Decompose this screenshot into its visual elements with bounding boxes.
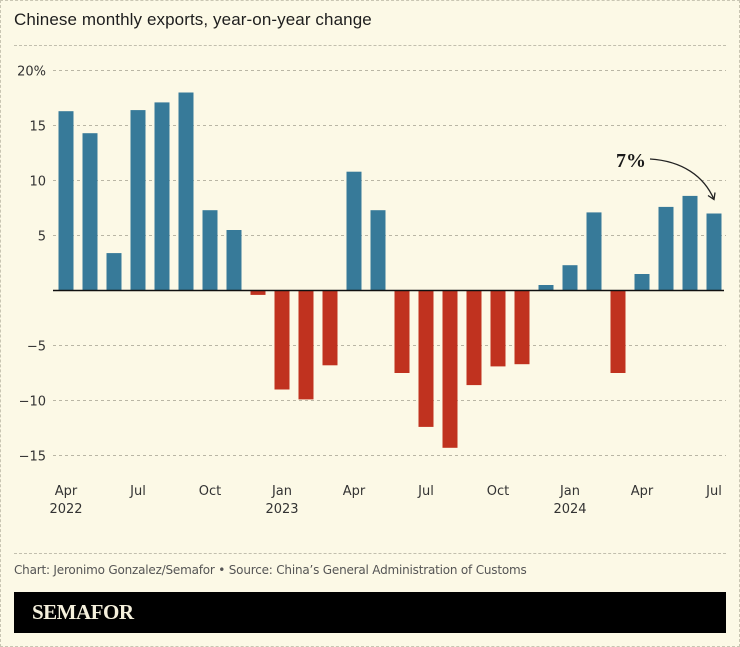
bar-mar-2023 xyxy=(322,290,338,366)
bars xyxy=(58,92,722,448)
x-tick-year: 2024 xyxy=(553,502,586,517)
arrowhead-icon xyxy=(707,192,716,201)
x-tick-label: Jul xyxy=(129,484,146,499)
footer-divider xyxy=(14,553,726,554)
bar-mar-2024 xyxy=(610,290,626,373)
bar-feb-2024 xyxy=(586,212,602,291)
bar-oct-2023 xyxy=(490,290,506,367)
x-tick-label: Apr xyxy=(631,484,654,499)
x-axis-ticks: Apr 2022 Jul Oct Jan 2023 Apr Jul Oct Jan 2024 Apr J… xyxy=(49,484,721,517)
x-tick-year: 2022 xyxy=(49,502,82,517)
bar-jan-2023 xyxy=(274,290,290,390)
y-tick-label: −5 xyxy=(27,340,46,355)
bar-nov-2022 xyxy=(226,230,242,291)
x-tick-label: Oct xyxy=(487,484,509,499)
bar-jun-2024 xyxy=(682,195,698,291)
brand-bar: SEMAFOR xyxy=(14,592,726,633)
y-tick-label: 10 xyxy=(29,175,46,190)
annotation-arrow xyxy=(649,158,715,200)
bar-jul-2022 xyxy=(130,110,146,291)
semafor-logo: SEMAFOR xyxy=(32,600,134,624)
bar-apr-2023 xyxy=(346,171,362,291)
bar-feb-2023 xyxy=(298,290,314,400)
gridlines xyxy=(53,70,726,456)
bar-sep-2022 xyxy=(178,92,194,291)
bar-apr-2022 xyxy=(58,111,74,291)
annotations: 7% xyxy=(616,150,716,201)
x-tick-label: Jan xyxy=(559,484,580,499)
bar-jul-2024 xyxy=(706,213,722,291)
bar-may-2023 xyxy=(370,210,386,291)
x-tick-label: Jul xyxy=(417,484,434,499)
y-tick-label: 20% xyxy=(17,65,46,80)
y-tick-label: −15 xyxy=(19,450,46,465)
bar-jun-2023 xyxy=(394,290,410,373)
source-credit: Chart: Jeronimo Gonzalez/Semafor • Sourc… xyxy=(14,563,527,577)
bar-apr-2024 xyxy=(634,274,650,291)
y-tick-label: 15 xyxy=(29,120,46,135)
x-tick-year: 2023 xyxy=(265,502,298,517)
x-tick-label: Apr xyxy=(343,484,366,499)
bar-jan-2024 xyxy=(562,265,578,291)
bar-jul-2023 xyxy=(418,290,434,427)
x-tick-label: Jan xyxy=(271,484,292,499)
x-tick-label: Oct xyxy=(199,484,221,499)
annotation-label: 7% xyxy=(616,150,646,172)
bar-oct-2022 xyxy=(202,210,218,291)
bar-may-2022 xyxy=(82,133,98,291)
title-divider xyxy=(14,45,726,46)
y-tick-label: −10 xyxy=(19,395,46,410)
bar-may-2024 xyxy=(658,206,674,291)
y-axis-ticks: 20% 15 10 5 −5 −10 −15 xyxy=(17,65,46,465)
x-tick-label: Apr xyxy=(55,484,78,499)
bar-dec-2022 xyxy=(250,290,266,295)
bar-jun-2022 xyxy=(106,253,122,291)
x-tick-label: Jul xyxy=(705,484,722,499)
y-tick-label: 5 xyxy=(38,230,46,245)
chart-title: Chinese monthly exports, year-on-year ch… xyxy=(14,10,372,29)
bar-aug-2023 xyxy=(442,290,458,448)
bar-nov-2023 xyxy=(514,290,530,365)
bar-aug-2022 xyxy=(154,102,170,291)
bar-dec-2023 xyxy=(538,285,554,291)
bar-sep-2023 xyxy=(466,290,482,386)
